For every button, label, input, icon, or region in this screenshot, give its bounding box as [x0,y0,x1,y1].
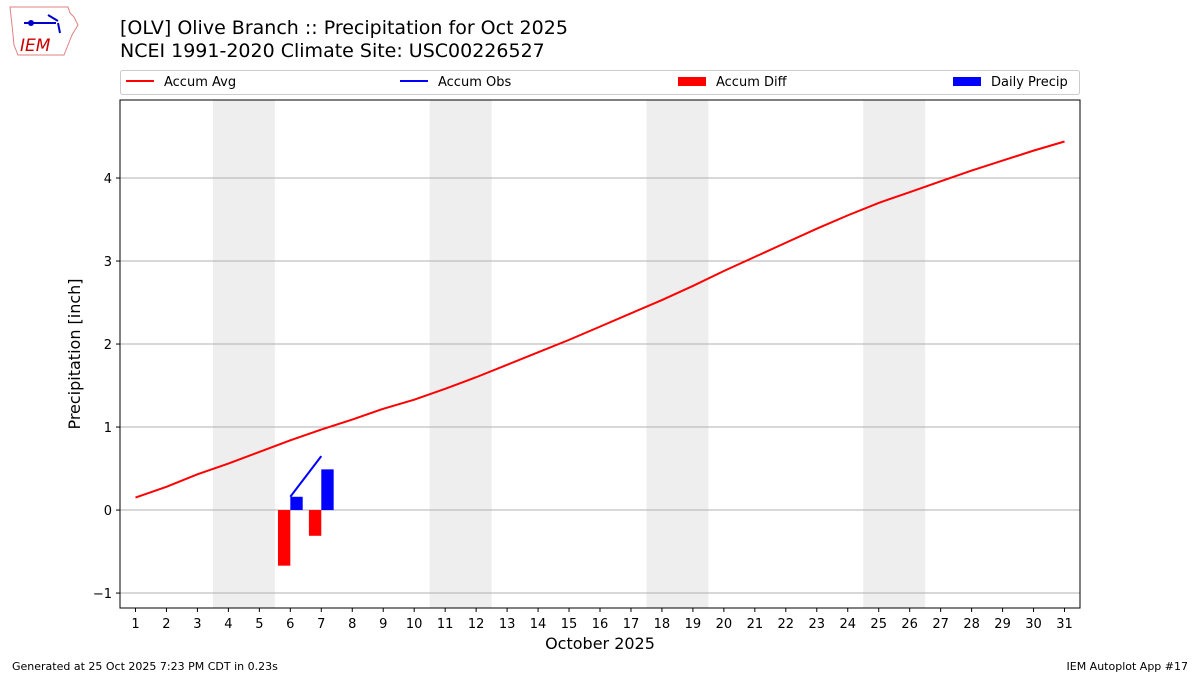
x-tick-label: 6 [286,617,294,632]
legend-label: Accum Avg [164,75,236,90]
x-tick-label: 8 [348,617,356,632]
weekend-shade [429,100,492,608]
x-tick-label: 17 [623,617,640,632]
x-tick-label: 19 [685,617,702,632]
series-accum-obs [289,455,323,498]
y-axis-label: Precipitation [inch] [65,278,84,429]
x-axis-label: October 2025 [545,634,655,653]
legend-label: Accum Diff [716,75,788,90]
x-tick-label: 16 [592,617,609,632]
chart-title: [OLV] Olive Branch :: Precipitation for … [120,17,568,39]
iem-logo: IEM [9,6,79,56]
plot-frame [119,99,1081,609]
x-tick-label: 25 [870,617,887,632]
x-tick-label: 24 [839,617,856,632]
x-tick-label: 7 [317,617,325,632]
legend: Accum Avg Accum Obs Accum Diff Daily Precip [120,70,1080,95]
bar-daily-precip [321,469,334,511]
x-tick-label: 20 [716,617,733,632]
x-tick-label: 13 [499,617,516,632]
x-tick-label: 9 [379,617,387,632]
x-tick-label: 18 [654,617,671,632]
x-tick-label: 28 [963,617,980,632]
y-tick-label: −1 [93,587,112,602]
x-tick-label: 31 [1056,617,1073,632]
x-tick-label: 29 [994,617,1011,632]
x-tick-label: 4 [224,617,232,632]
y-tick-label: 2 [104,338,112,353]
legend-label: Accum Obs [438,75,511,90]
weekend-shade [646,100,709,608]
y-tick-label: 4 [104,172,112,187]
y-tick-label: 1 [104,421,112,436]
bar-accum-diff [277,510,291,566]
app-credit: IEM Autoplot App #17 [1066,660,1189,673]
x-tick-label: 3 [193,617,201,632]
x-tick-label: 30 [1025,617,1042,632]
x-tick-label: 11 [437,617,454,632]
weekend-shade [212,100,275,608]
x-tick-label: 1 [131,617,139,632]
y-tick-label: 3 [104,255,112,270]
legend-swatch [678,77,706,86]
generated-note: Generated at 25 Oct 2025 7:23 PM CDT in … [12,660,278,673]
x-tick-label: 2 [162,617,170,632]
y-tick-label: 0 [104,504,112,519]
legend-label: Daily Precip [991,75,1068,90]
x-tick-label: 27 [932,617,949,632]
x-tick-label: 10 [406,617,423,632]
x-tick-label: 15 [561,617,578,632]
x-tick-label: 23 [809,617,826,632]
legend-swatch [953,77,981,86]
series-accum-avg [135,140,1065,499]
x-tick-label: 21 [747,617,764,632]
bar-accum-diff [308,510,322,536]
x-tick-label: 12 [468,617,485,632]
x-tick-label: 26 [901,617,918,632]
chart-subtitle: NCEI 1991-2020 Climate Site: USC00226527 [120,40,545,62]
svg-text:IEM: IEM [20,36,51,56]
x-tick-label: 22 [778,617,795,632]
bar-daily-precip [290,496,303,511]
x-tick-label: 5 [255,617,263,632]
weekend-shade [863,100,926,608]
x-tick-label: 14 [530,617,547,632]
